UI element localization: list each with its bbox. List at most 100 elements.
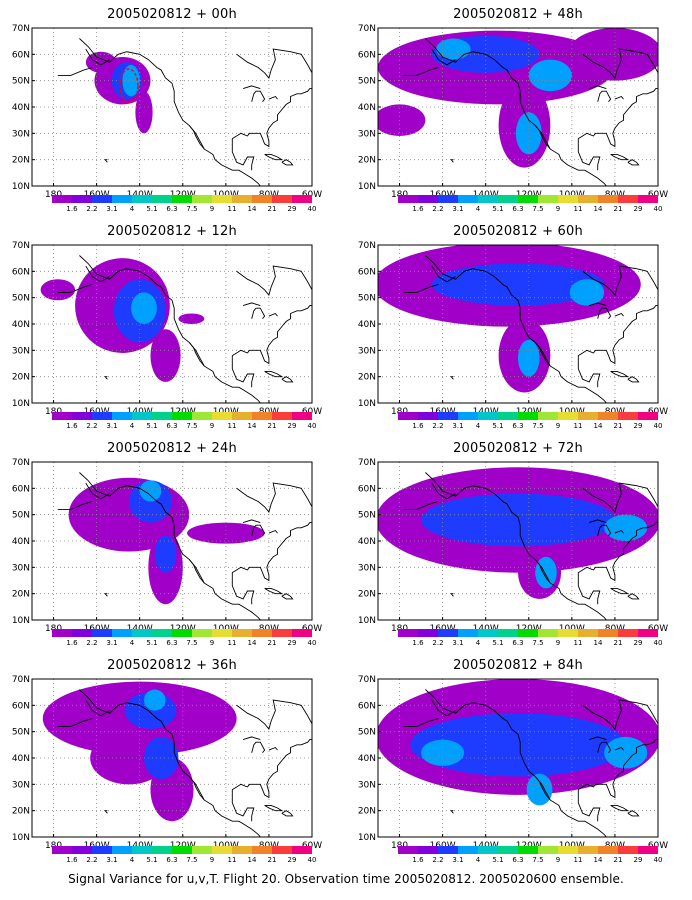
colorbar-label: 40 xyxy=(308,205,317,213)
colorbar-label: 4 xyxy=(130,639,135,647)
coastline xyxy=(79,255,261,403)
colorbar-label: 5.1 xyxy=(492,205,503,213)
lat-tick-label: 30N xyxy=(358,129,376,139)
colorbar-swatch xyxy=(638,846,658,854)
colorbar-swatch xyxy=(398,412,418,420)
colorbar-label: 1.6 xyxy=(66,422,78,430)
colorbar-label: 21 xyxy=(614,205,623,213)
colorbar-label: 11 xyxy=(228,205,237,213)
coastline xyxy=(614,746,624,751)
colorbar-label: 3.1 xyxy=(452,639,463,647)
colorbar-label: 4 xyxy=(130,422,135,430)
colorbar-label: 6.3 xyxy=(512,205,523,213)
lat-tick-label: 60N xyxy=(358,50,376,60)
colorbar-swatch xyxy=(518,195,538,203)
colorbar-label: 3.1 xyxy=(452,856,463,864)
colorbar-label: 3.1 xyxy=(106,205,117,213)
variance-region xyxy=(144,689,166,711)
colorbar-label: 6.3 xyxy=(512,639,523,647)
lat-tick-label: 20N xyxy=(12,156,30,166)
coastline xyxy=(610,153,630,161)
lat-tick-label: 40N xyxy=(12,103,30,113)
colorbar-swatch xyxy=(498,195,518,203)
coastline xyxy=(597,524,612,536)
colorbar-label: 21 xyxy=(268,639,277,647)
coastline xyxy=(577,88,658,148)
variance-region xyxy=(604,736,648,769)
colorbar-swatch xyxy=(538,629,558,637)
colorbar-swatch xyxy=(192,412,212,420)
colorbar-label: 29 xyxy=(288,205,297,213)
coastline xyxy=(188,125,205,150)
coastline xyxy=(104,376,108,380)
coastline xyxy=(588,736,607,741)
coastline xyxy=(425,38,607,186)
lat-tick-label: 10N xyxy=(12,182,30,192)
variance-region xyxy=(178,313,205,324)
variance-region xyxy=(154,535,177,573)
colorbar-label: 29 xyxy=(634,639,643,647)
colorbar-label: 21 xyxy=(614,856,623,864)
colorbar-swatch xyxy=(252,412,272,420)
colorbar-label: 40 xyxy=(654,639,663,647)
colorbar-label: 14 xyxy=(594,422,603,430)
lat-tick-label: 20N xyxy=(12,807,30,817)
coastline xyxy=(577,577,601,605)
coastline xyxy=(231,522,312,582)
coastline xyxy=(577,794,601,822)
coastline xyxy=(450,376,454,380)
coastline xyxy=(188,559,205,584)
variance-region xyxy=(122,64,140,97)
colorbar-swatch xyxy=(438,412,458,420)
variance-region xyxy=(535,556,557,589)
colorbar-swatch xyxy=(578,629,598,637)
coastline xyxy=(597,90,612,102)
colorbar-label: 7.5 xyxy=(532,856,543,864)
panel-title: 2005020812 + 36h xyxy=(107,658,237,673)
colorbar-label: 3.1 xyxy=(106,422,117,430)
coastline xyxy=(281,810,294,817)
variance-region xyxy=(528,59,572,92)
variance-region xyxy=(85,51,117,73)
lat-tick-label: 50N xyxy=(12,511,30,521)
colorbar-label: 11 xyxy=(574,856,583,864)
colorbar-label: 14 xyxy=(594,856,603,864)
variance-region xyxy=(150,329,181,382)
colorbar-label: 2.2 xyxy=(432,422,443,430)
colorbar-swatch xyxy=(538,412,558,420)
colorbar-swatch xyxy=(498,629,518,637)
observation-marker xyxy=(119,68,139,104)
colorbar-swatch xyxy=(232,412,252,420)
colorbar-swatch xyxy=(618,412,638,420)
lat-tick-label: 50N xyxy=(358,511,376,521)
colorbar-swatch xyxy=(92,412,112,420)
coastline xyxy=(588,302,607,307)
lat-tick-label: 20N xyxy=(12,590,30,600)
lat-tick-label: 10N xyxy=(358,399,376,409)
colorbar-label: 6.3 xyxy=(512,856,523,864)
variance-region xyxy=(569,279,605,306)
coastline xyxy=(242,85,261,90)
variance-map: 10N20N30N40N50N60N70N180160W140W120W100W… xyxy=(358,241,668,430)
lat-tick-label: 30N xyxy=(358,346,376,356)
colorbar-swatch xyxy=(418,412,438,420)
colorbar-swatch xyxy=(618,846,638,854)
lat-tick-label: 50N xyxy=(358,77,376,87)
variance-region xyxy=(40,279,76,301)
colorbar-label: 14 xyxy=(248,856,257,864)
variance-map: 10N20N30N40N50N60N70N180160W140W120W100W… xyxy=(12,675,322,864)
colorbar-swatch xyxy=(152,629,172,637)
map-panel: 2005020812 + 24h10N20N30N40N50N60N70N180… xyxy=(0,434,346,652)
coastline xyxy=(231,577,255,605)
colorbar-swatch xyxy=(232,629,252,637)
coastline xyxy=(281,376,294,383)
colorbar-swatch xyxy=(578,846,598,854)
coastline xyxy=(425,472,607,620)
lat-tick-label: 60N xyxy=(12,50,30,60)
coastline xyxy=(534,125,551,150)
colorbar-swatch xyxy=(578,412,598,420)
variance-region xyxy=(421,493,615,547)
coastline xyxy=(188,776,205,801)
colorbar-swatch xyxy=(618,195,638,203)
colorbar-swatch xyxy=(498,412,518,420)
